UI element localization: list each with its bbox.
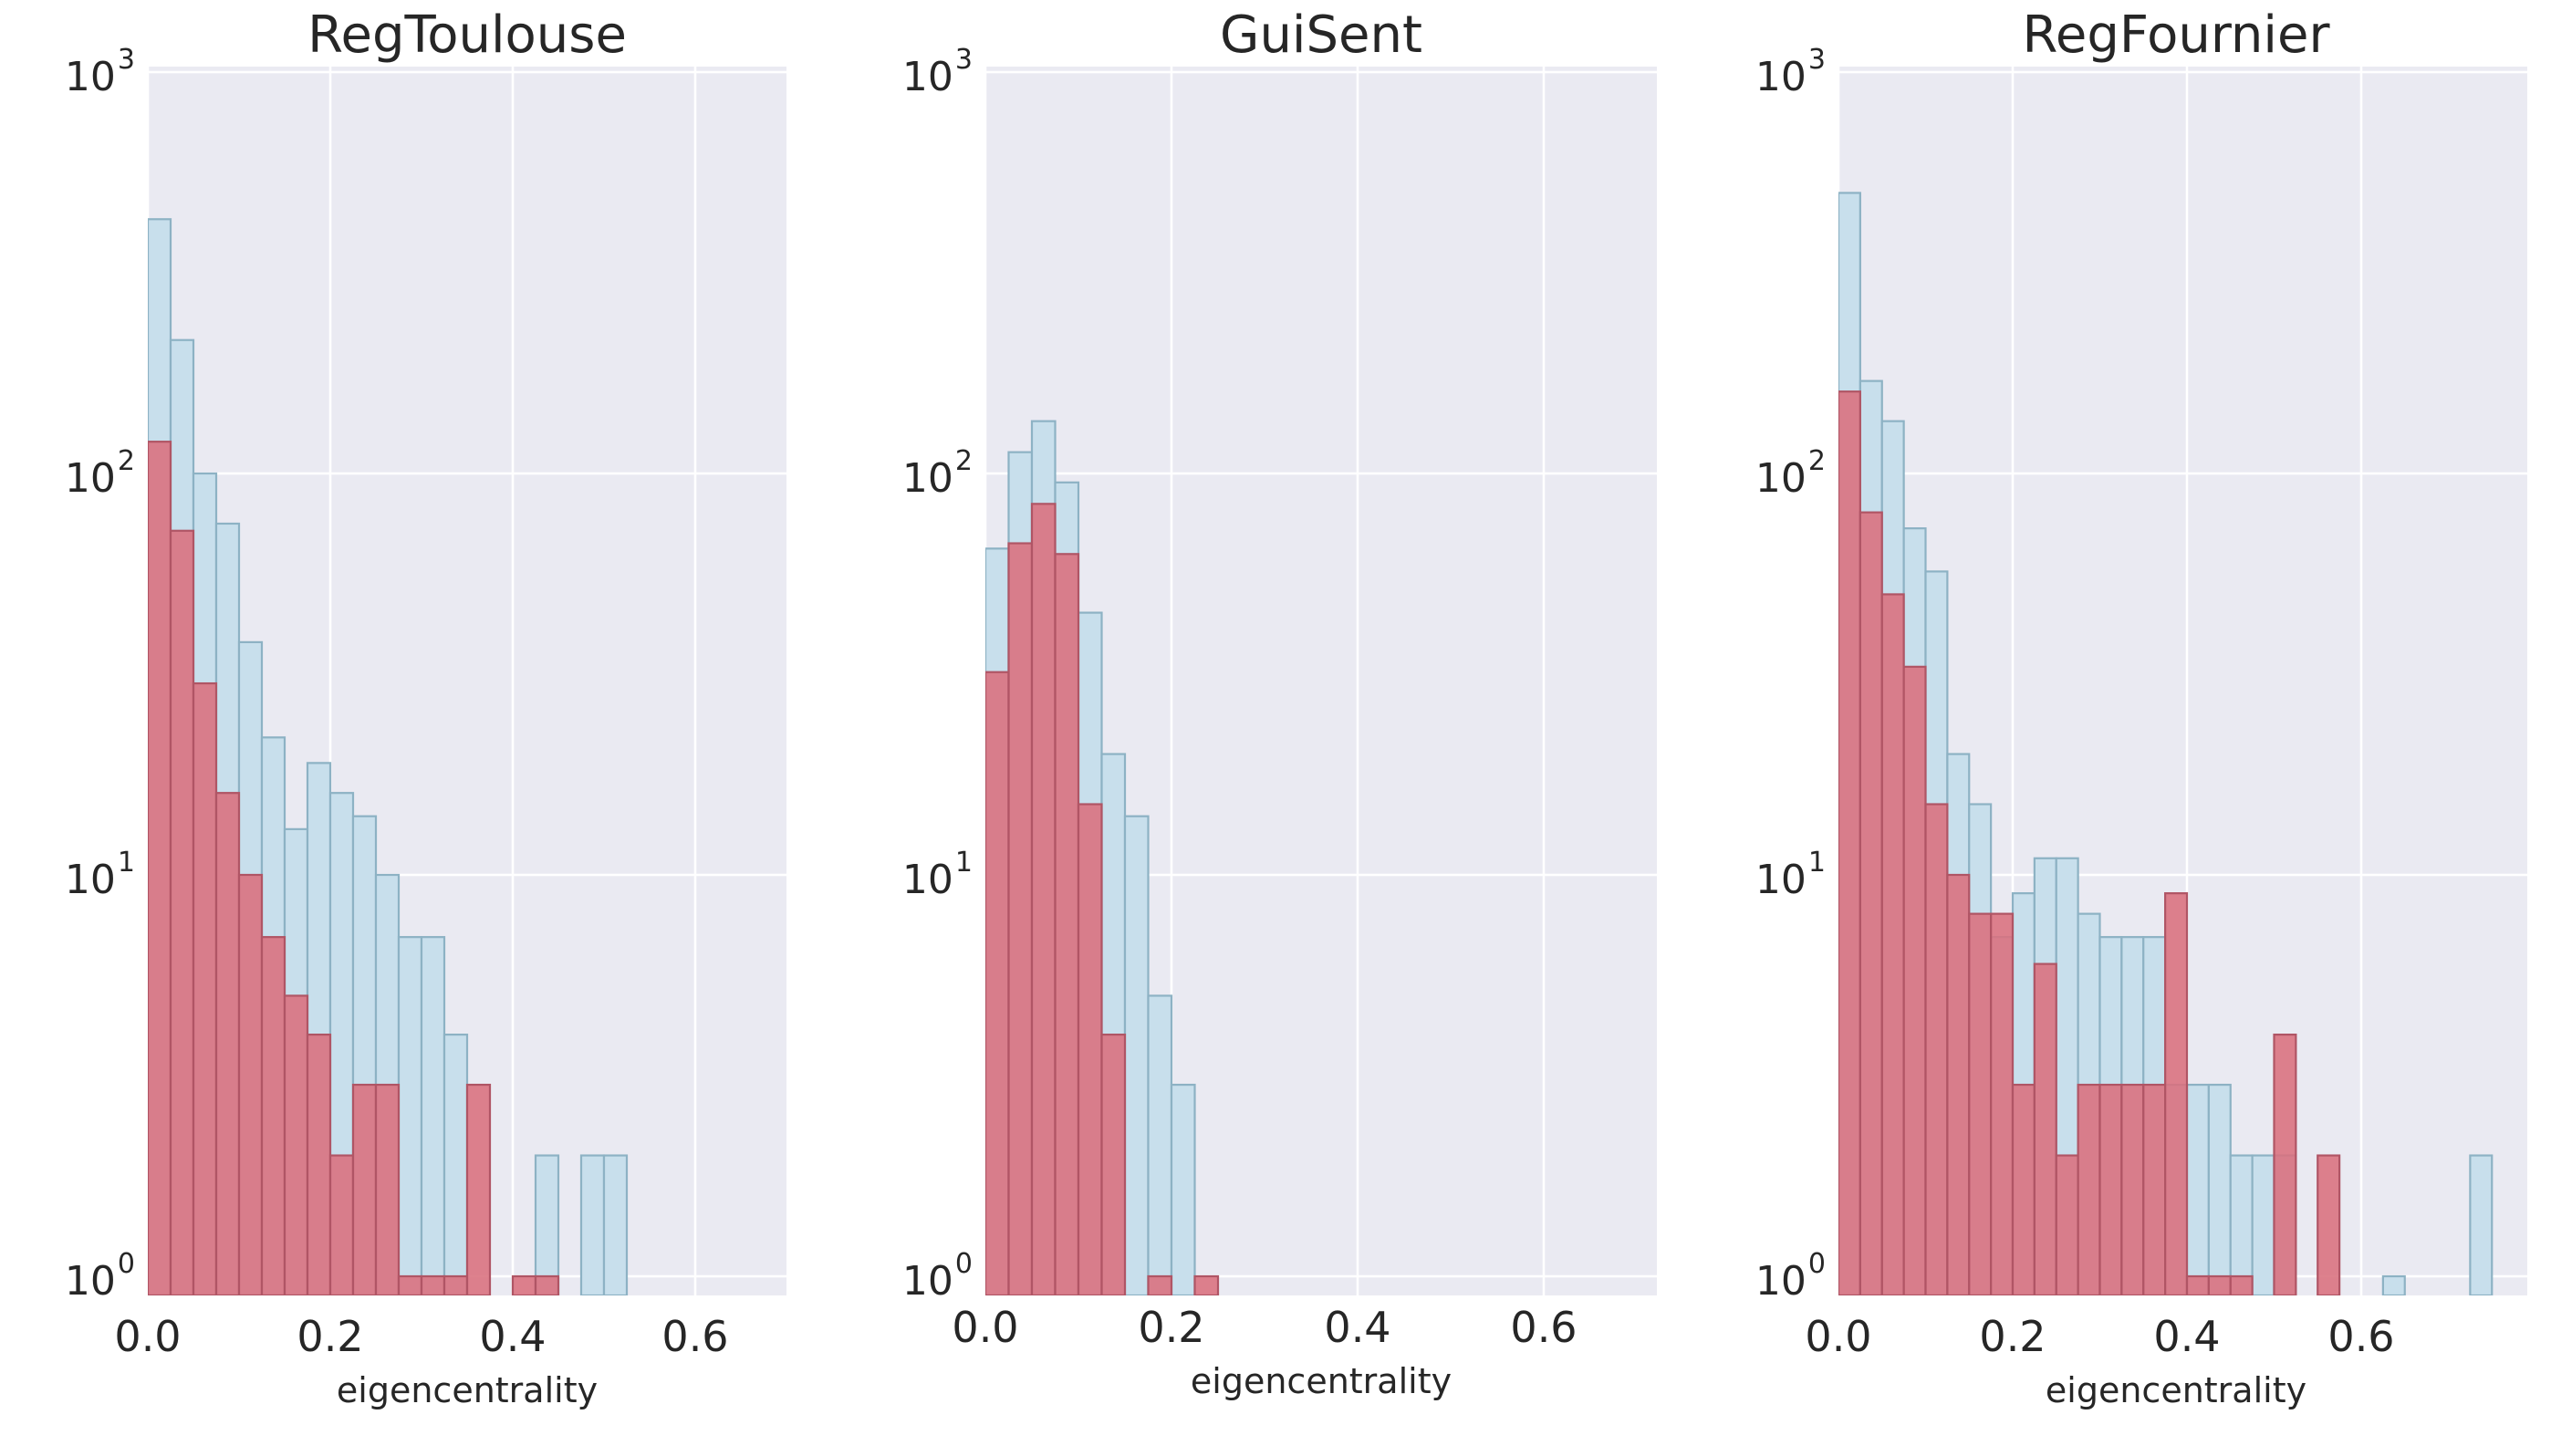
- histogram-bar-blue-distribution: [2469, 1154, 2494, 1295]
- histogram-bar-blue-distribution: [2251, 1154, 2275, 1295]
- histogram-bar-red-distribution: [1946, 873, 1971, 1295]
- y-tick-label: 100: [1754, 1248, 1826, 1305]
- histogram-bar-red-distribution: [374, 1083, 401, 1295]
- histogram-bar-red-distribution: [283, 994, 309, 1295]
- histogram-bar-red-distribution: [169, 529, 195, 1295]
- histogram-bar-blue-distribution: [1170, 1083, 1196, 1295]
- histogram-bar-red-distribution: [2077, 1083, 2101, 1295]
- y-tick-label: 103: [64, 44, 135, 100]
- histogram-bar-red-distribution: [1077, 803, 1103, 1295]
- histogram-bar-red-distribution: [2164, 892, 2189, 1295]
- histogram-bar-red-distribution: [397, 1274, 423, 1295]
- histogram-bar-red-distribution: [420, 1274, 446, 1295]
- histogram-bar-red-distribution: [2273, 1033, 2297, 1295]
- x-tick-label: 0.4: [479, 1312, 547, 1361]
- histogram-bar-red-distribution: [1859, 511, 1883, 1295]
- subplot-title-regtoulouse: RegToulouse: [307, 5, 627, 65]
- histogram-bar-red-distribution: [192, 681, 218, 1295]
- y-tick-label: 102: [901, 445, 973, 502]
- histogram-bar-blue-distribution: [397, 936, 423, 1295]
- y-tick-label: 101: [1754, 847, 1826, 903]
- histogram-bar-red-distribution: [2185, 1274, 2210, 1295]
- x-tick-label: 0.6: [661, 1312, 729, 1361]
- histogram-bar-red-distribution: [351, 1083, 378, 1295]
- histogram-bar-red-distribution: [2055, 1154, 2079, 1295]
- histogram-bar-red-distribution: [2317, 1154, 2341, 1295]
- histogram-bar-red-distribution: [148, 441, 172, 1295]
- y-tick-label: 100: [901, 1248, 973, 1305]
- y-tick-label: 100: [64, 1248, 135, 1305]
- histogram-bar-red-distribution: [511, 1274, 537, 1295]
- y-tick-label: 102: [1754, 445, 1826, 502]
- histogram-bar-red-distribution: [1054, 553, 1080, 1295]
- x-axis-label-guisent: eigencentrality: [1190, 1361, 1453, 1401]
- plot-area-guisent: [985, 67, 1657, 1295]
- y-tick-label: 103: [1754, 44, 1826, 100]
- histogram-bar-red-distribution: [2229, 1274, 2254, 1295]
- histogram-bar-blue-distribution: [1147, 994, 1173, 1295]
- y-tick-label: 103: [901, 44, 973, 100]
- histogram-bar-blue-distribution: [443, 1033, 469, 1295]
- histogram-bar-blue-distribution: [602, 1154, 629, 1295]
- x-axis-label-regtoulouse: eigencentrality: [336, 1370, 599, 1410]
- histogram-bar-blue-distribution: [1123, 815, 1150, 1295]
- plot-area-regfournier: [1838, 67, 2527, 1295]
- subplot-title-guisent: GuiSent: [1220, 5, 1422, 65]
- subplot-title-regfournier: RegFournier: [2022, 5, 2330, 65]
- histogram-bar-red-distribution: [328, 1154, 355, 1295]
- histogram-bar-red-distribution: [2098, 1083, 2123, 1295]
- histogram-bar-red-distribution: [465, 1083, 492, 1295]
- histogram-bar-blue-distribution: [420, 936, 446, 1295]
- histogram-bar-red-distribution: [534, 1274, 560, 1295]
- histogram-bar-red-distribution: [443, 1274, 469, 1295]
- x-tick-label: 0.6: [1510, 1303, 1577, 1352]
- y-tick-label: 101: [64, 847, 135, 903]
- histogram-bar-red-distribution: [2142, 1083, 2167, 1295]
- histogram-bar-red-distribution: [214, 792, 241, 1295]
- x-tick-label: 0.2: [1979, 1312, 2046, 1361]
- y-tick-label: 102: [64, 445, 135, 502]
- histogram-bar-blue-distribution: [2207, 1083, 2232, 1295]
- histogram-bar-blue-distribution: [2229, 1154, 2254, 1295]
- histogram-bar-red-distribution: [1968, 912, 1993, 1295]
- histogram-bar-red-distribution: [1100, 1033, 1127, 1295]
- histogram-bar-red-distribution: [2033, 962, 2057, 1295]
- y-tick-label: 101: [901, 847, 973, 903]
- histogram-bar-red-distribution: [985, 671, 1010, 1295]
- histogram-bar-red-distribution: [2011, 1083, 2036, 1295]
- x-tick-label: 0.0: [1805, 1312, 1872, 1361]
- x-tick-label: 0.4: [1324, 1303, 1391, 1352]
- histogram-bar-red-distribution: [1193, 1274, 1220, 1295]
- plot-area-regtoulouse: [148, 67, 786, 1295]
- histogram-bar-blue-distribution: [2381, 1274, 2406, 1295]
- histogram-bar-red-distribution: [2207, 1274, 2232, 1295]
- histogram-bar-red-distribution: [1007, 542, 1034, 1295]
- histogram-bar-red-distribution: [2120, 1083, 2145, 1295]
- histogram-bar-blue-distribution: [2185, 1083, 2210, 1295]
- histogram-bar-blue-distribution: [534, 1154, 560, 1295]
- histogram-bar-red-distribution: [237, 873, 264, 1295]
- histogram-bar-red-distribution: [1924, 803, 1949, 1295]
- histogram-bar-red-distribution: [306, 1033, 332, 1295]
- x-tick-label: 0.2: [1138, 1303, 1205, 1352]
- histogram-bar-red-distribution: [1147, 1274, 1173, 1295]
- x-tick-label: 0.4: [2153, 1312, 2221, 1361]
- histogram-bar-red-distribution: [1880, 593, 1905, 1295]
- x-tick-label: 0.2: [297, 1312, 364, 1361]
- x-tick-label: 0.0: [114, 1312, 182, 1361]
- histogram-bar-red-distribution: [1838, 390, 1861, 1295]
- x-axis-label-regfournier: eigencentrality: [2045, 1370, 2307, 1410]
- histogram-bar-red-distribution: [1030, 503, 1057, 1295]
- x-tick-label: 0.6: [2327, 1312, 2395, 1361]
- histogram-bar-red-distribution: [1902, 665, 1927, 1295]
- histogram-bar-red-distribution: [1990, 912, 2015, 1295]
- x-tick-label: 0.0: [952, 1303, 1019, 1352]
- histogram-bar-blue-distribution: [579, 1154, 606, 1295]
- histogram-bar-red-distribution: [260, 936, 286, 1295]
